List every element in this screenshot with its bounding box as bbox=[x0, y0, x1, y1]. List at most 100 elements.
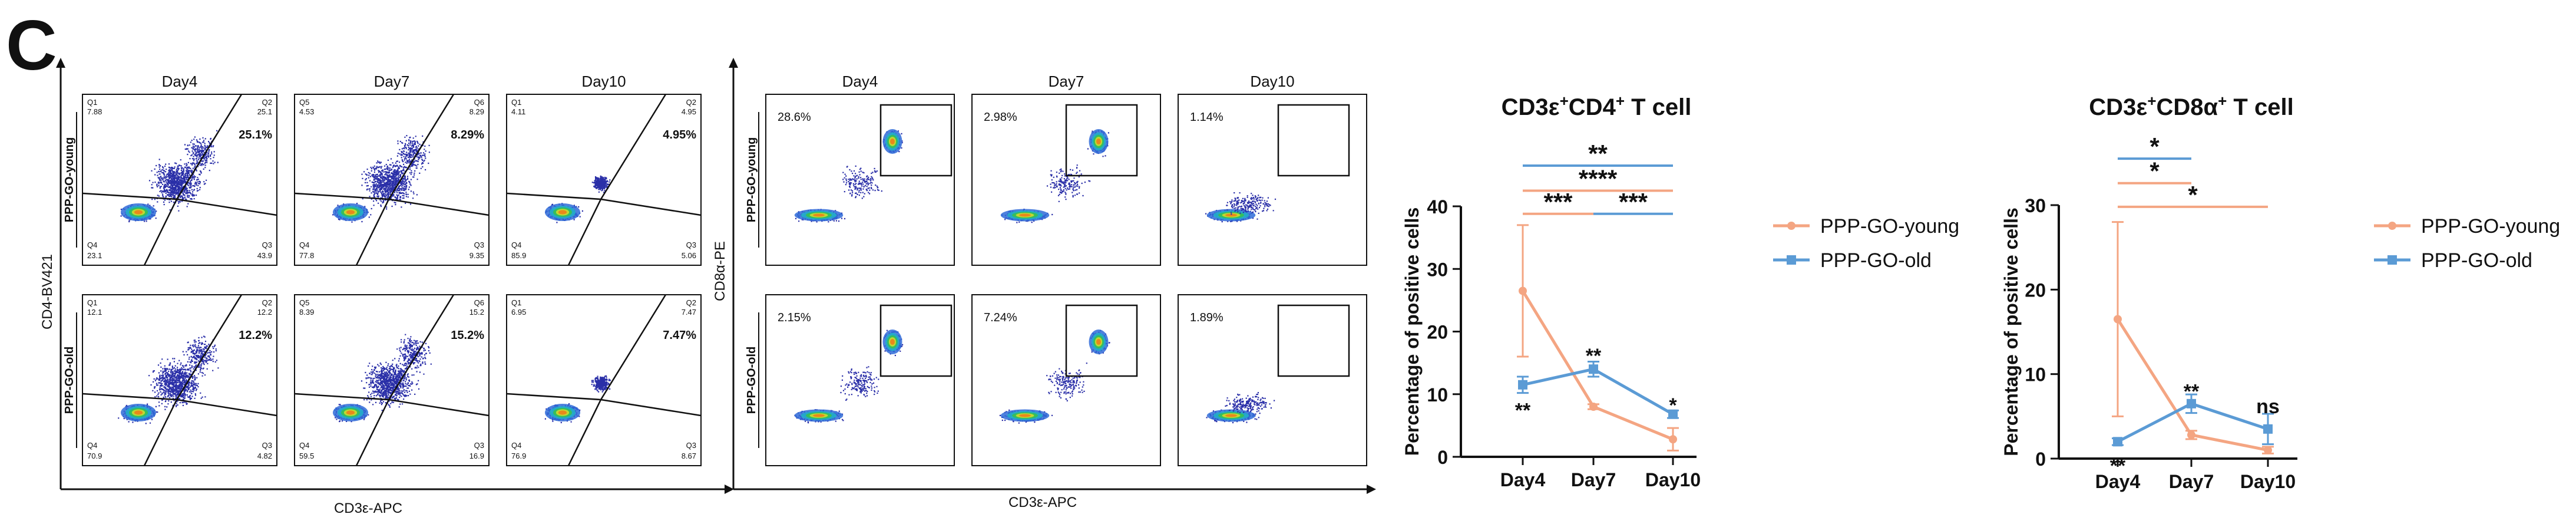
data-point bbox=[2113, 437, 2122, 447]
density-core bbox=[558, 410, 567, 415]
quadrant-label: Q2 bbox=[262, 298, 272, 307]
y-tick-label: 20 bbox=[1427, 322, 1448, 343]
quadrant-label: Q2 bbox=[686, 98, 696, 107]
flow-plot: 28.6% bbox=[765, 94, 955, 266]
quadrant-value: 15.2 bbox=[469, 308, 484, 317]
quadrant-label: Q3 bbox=[262, 441, 272, 450]
flow-cd4-block: CD4-BV421 CD3ε-APC Day4 Day7 Day10 PPP-GO-you… bbox=[39, 58, 734, 514]
density-core bbox=[813, 213, 825, 217]
quadrant-value: 43.9 bbox=[257, 251, 272, 260]
quadrant-value: 4.95 bbox=[682, 107, 696, 116]
day-label: Day4 bbox=[162, 73, 198, 90]
data-point bbox=[2264, 446, 2272, 454]
quadrant-value: 12.1 bbox=[87, 308, 102, 317]
quadrant-value: 7.88 bbox=[87, 107, 102, 116]
significance-marker: ** bbox=[2110, 454, 2126, 477]
significance-stars: ** bbox=[1588, 140, 1608, 167]
y-tick-label: 10 bbox=[2025, 364, 2046, 386]
quadrant-label: Q1 bbox=[87, 98, 97, 107]
density-core bbox=[134, 210, 143, 215]
quadrant-value: 6.95 bbox=[511, 308, 526, 317]
title-part: CD4 bbox=[1569, 94, 1616, 120]
gate-percentage: 12.2% bbox=[239, 329, 272, 342]
significance-stars: * bbox=[2150, 157, 2160, 185]
significance-marker: * bbox=[1669, 394, 1677, 417]
quadrant-label: Q5 bbox=[299, 98, 309, 107]
data-point bbox=[1519, 286, 1527, 295]
density-scatter bbox=[1225, 392, 1275, 415]
density-scatter bbox=[842, 165, 882, 199]
y-axis-label: Percentage of positive cells bbox=[2000, 207, 2022, 456]
quadrant-label: Q1 bbox=[511, 98, 521, 107]
y-axis-arrow bbox=[729, 58, 738, 68]
quadrant-value: 85.9 bbox=[511, 251, 526, 260]
y-tick-label: 10 bbox=[1427, 384, 1448, 406]
y-tick-label: 20 bbox=[2025, 279, 2046, 301]
y-axis-label: CD4-BV421 bbox=[39, 254, 55, 330]
data-point bbox=[1669, 435, 1677, 444]
quadrant-gate-v-low bbox=[567, 399, 602, 466]
quadrant-gate-v-high bbox=[176, 94, 243, 200]
quadrant-label: Q3 bbox=[262, 240, 272, 249]
flow-plot: 1.14% bbox=[1178, 94, 1367, 266]
title-part: + bbox=[2147, 92, 2156, 110]
significance-stars: * bbox=[2150, 133, 2160, 160]
cd8-gate-box bbox=[1065, 104, 1138, 177]
y-tick-label: 40 bbox=[1427, 196, 1448, 218]
quadrant-label: Q4 bbox=[511, 240, 521, 249]
quadrant-label: Q1 bbox=[87, 298, 97, 307]
quadrant-value: 8.29 bbox=[469, 107, 484, 116]
significance-marker: ** bbox=[1515, 399, 1531, 421]
row-label: PPP-GO-old bbox=[63, 347, 76, 414]
quadrant-label: Q3 bbox=[474, 441, 484, 450]
quadrant-gate-v-low bbox=[567, 199, 602, 266]
gate-percentage: 2.98% bbox=[984, 111, 1017, 124]
x-axis-label: CD3ε-APC bbox=[334, 500, 402, 514]
gate-percentage: 15.2% bbox=[451, 329, 484, 342]
chart-title: CD3ε+CD4+ T cell bbox=[1502, 92, 1692, 120]
quadrant-value: 5.06 bbox=[682, 251, 696, 260]
quadrant-gate-v-high bbox=[600, 294, 667, 400]
x-tick-label: Day7 bbox=[2169, 471, 2214, 492]
significance-stars: *** bbox=[1543, 188, 1573, 216]
cd8-gate-box bbox=[879, 304, 953, 377]
density-scatter bbox=[184, 130, 219, 174]
plot-frame bbox=[765, 94, 955, 266]
gate-percentage: 7.47% bbox=[663, 329, 696, 342]
y-axis-arrow bbox=[56, 58, 65, 68]
y-tick-label: 0 bbox=[1437, 447, 1448, 468]
legend-label: PPP-GO-old bbox=[1820, 249, 1932, 272]
density-core bbox=[558, 210, 567, 215]
data-point bbox=[2263, 424, 2273, 434]
density-scatter bbox=[591, 175, 611, 193]
quadrant-label: Q5 bbox=[299, 298, 309, 307]
x-axis-arrow bbox=[1367, 485, 1376, 494]
flow-plot: 2.98% bbox=[971, 94, 1161, 266]
legend-marker bbox=[1787, 222, 1795, 230]
density-scatter bbox=[361, 158, 418, 210]
y-tick-label: 0 bbox=[2035, 449, 2046, 470]
title-part: + bbox=[1560, 92, 1569, 110]
significance-marker: ns bbox=[2256, 396, 2280, 418]
data-point bbox=[1668, 409, 1678, 419]
quadrant-gate-v-low bbox=[355, 199, 390, 266]
quadrant-value: 76.9 bbox=[511, 452, 526, 460]
gate-percentage: 4.95% bbox=[663, 128, 696, 141]
quadrant-gate-v-low bbox=[143, 399, 178, 466]
quadrant-value: 16.9 bbox=[469, 452, 484, 460]
density-scatter bbox=[394, 334, 432, 376]
quadrant-label: Q4 bbox=[299, 240, 309, 249]
quadrant-value: 4.11 bbox=[511, 107, 525, 116]
quadrant-value: 7.47 bbox=[682, 308, 696, 317]
quadrant-label: Q4 bbox=[87, 240, 97, 249]
day-label: Day4 bbox=[842, 73, 878, 90]
data-point bbox=[2187, 398, 2196, 408]
significance-stars: **** bbox=[1579, 164, 1618, 192]
title-part: + bbox=[1616, 92, 1625, 110]
density-scatter bbox=[395, 135, 430, 174]
data-point bbox=[2114, 315, 2122, 324]
quadrant-label: Q4 bbox=[511, 441, 521, 450]
